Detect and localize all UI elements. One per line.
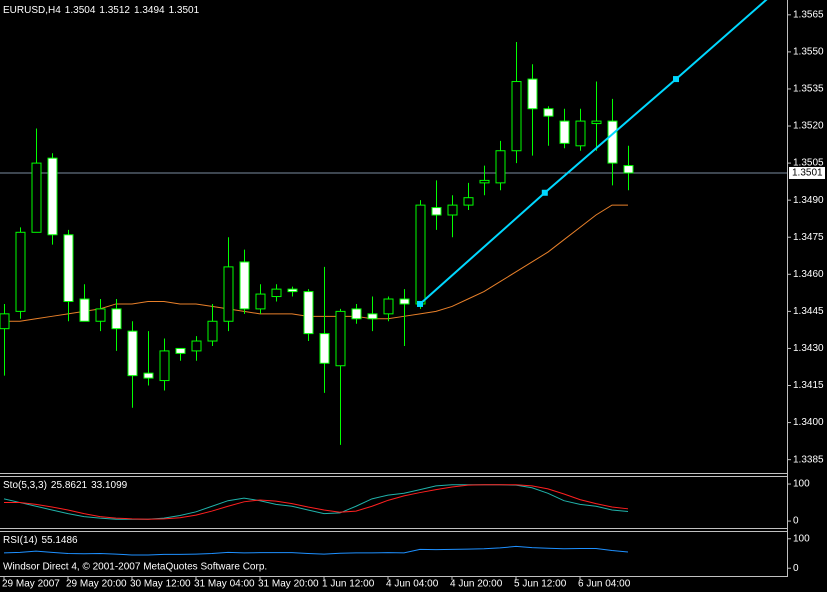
- candle-body: [255, 293, 266, 310]
- candle-body: [303, 291, 314, 335]
- y-tick-label: 0: [793, 563, 799, 574]
- candle-body: [15, 231, 26, 312]
- indicator-line: [3, 545, 629, 556]
- candle-body: [415, 204, 426, 305]
- candle-body: [431, 207, 442, 216]
- copyright-note: Windsor Direct 4, © 2001-2007 MetaQuotes…: [3, 562, 267, 573]
- y-tick-label: 1.3535: [793, 84, 824, 95]
- header-item: 55.1486: [41, 535, 78, 546]
- header-item: 1.3512: [99, 5, 130, 16]
- candle-body: [159, 350, 170, 382]
- trendline-point: [673, 76, 679, 83]
- candle-body: [271, 288, 282, 298]
- candle-body: [607, 120, 618, 164]
- candle-body: [559, 120, 570, 144]
- main-panel: [0, 0, 787, 445]
- candle-body: [383, 298, 394, 315]
- x-tick-label: 4 Jun 20:00: [450, 579, 503, 590]
- candle-body: [335, 310, 346, 367]
- y-tick-label: 0: [793, 516, 799, 527]
- y-tick-label: 100: [793, 533, 810, 544]
- candle-body: [479, 179, 490, 184]
- y-tick-label: 1.3505: [793, 158, 824, 169]
- panel-header: EURUSD,H4 1.3504 1.3512 1.3494 1.3501: [3, 5, 200, 16]
- y-tick-label: 1.3565: [793, 9, 824, 20]
- header-item: 1.3501: [169, 5, 200, 16]
- moving-average: [4, 204, 628, 322]
- candle-body: [239, 261, 250, 310]
- y-tick-label: 1.3445: [793, 306, 824, 317]
- x-tick-label: 6 Jun 04:00: [578, 579, 631, 590]
- x-tick-label: 29 May 2007: [2, 579, 60, 590]
- y-tick-label: 1.3475: [793, 232, 824, 243]
- candle-body: [111, 308, 122, 330]
- candle-body: [63, 234, 74, 302]
- candle-body: [495, 150, 506, 184]
- header-item: RSI(14): [3, 535, 37, 546]
- y-tick-label: 1.3430: [793, 343, 824, 354]
- price-label: 1.3501: [792, 168, 823, 179]
- trendline-point: [417, 300, 423, 307]
- candle-body: [543, 108, 554, 117]
- candle-body: [143, 372, 154, 379]
- candle-body: [95, 308, 106, 322]
- candle-body: [527, 78, 538, 110]
- candle-body: [575, 120, 586, 147]
- x-tick-label: 31 May 04:00: [194, 579, 255, 590]
- header-item: 1.3504: [65, 5, 96, 16]
- x-tick-label: 31 May 20:00: [258, 579, 319, 590]
- x-tick-label: 1 Jun 12:00: [322, 579, 375, 590]
- candle-body: [319, 333, 330, 364]
- candle-body: [31, 162, 42, 233]
- x-tick-label: 4 Jun 04:00: [386, 579, 439, 590]
- y-tick-label: 100: [793, 479, 810, 490]
- rsi-panel: [3, 545, 629, 556]
- candle-body: [207, 320, 218, 342]
- candle-body: [511, 81, 522, 152]
- trendline: [419, 0, 768, 305]
- panel-header: RSI(14) 55.1486: [3, 535, 78, 546]
- trendline-point: [541, 189, 548, 196]
- candle-body: [399, 298, 410, 305]
- candle-body: [591, 120, 602, 125]
- indicator-line: [3, 484, 629, 520]
- y-tick-label: 1.3460: [793, 269, 824, 280]
- y-tick-label: 1.3415: [793, 380, 824, 391]
- header-item: 25.8621: [51, 480, 88, 491]
- candle-body: [351, 308, 362, 320]
- header-item: 1.3494: [134, 5, 165, 16]
- x-tick-label: 5 Jun 12:00: [514, 579, 567, 590]
- candle-body: [191, 340, 202, 352]
- x-tick-label: 30 May 12:00: [130, 579, 191, 590]
- candle-body: [0, 313, 10, 330]
- panel-header: Sto(5,3,3) 25.8621 33.1099: [3, 480, 128, 491]
- y-tick-label: 1.3385: [793, 454, 824, 465]
- stochastic-panel: [3, 484, 629, 520]
- header-item: 33.1099: [91, 480, 128, 491]
- y-tick-label: 1.3400: [793, 417, 824, 428]
- candle-body: [623, 165, 634, 174]
- candle-body: [47, 157, 58, 236]
- candle-body: [367, 313, 378, 320]
- candle-body: [463, 197, 474, 206]
- candle-body: [223, 266, 234, 322]
- y-tick-label: 1.3520: [793, 121, 824, 132]
- candle-body: [447, 204, 458, 216]
- price-label-box: [789, 166, 825, 179]
- candle-body: [287, 288, 298, 293]
- candle-body: [79, 298, 90, 322]
- x-tick-label: 29 May 20:00: [66, 579, 127, 590]
- candle-body: [175, 347, 186, 354]
- y-tick-label: 1.3550: [793, 47, 824, 58]
- header-item: Sto(5,3,3): [3, 480, 47, 491]
- header-item: EURUSD,H4: [3, 5, 61, 16]
- indicator-line: [4, 484, 629, 520]
- candle-body: [127, 330, 138, 377]
- y-tick-label: 1.3490: [793, 195, 824, 206]
